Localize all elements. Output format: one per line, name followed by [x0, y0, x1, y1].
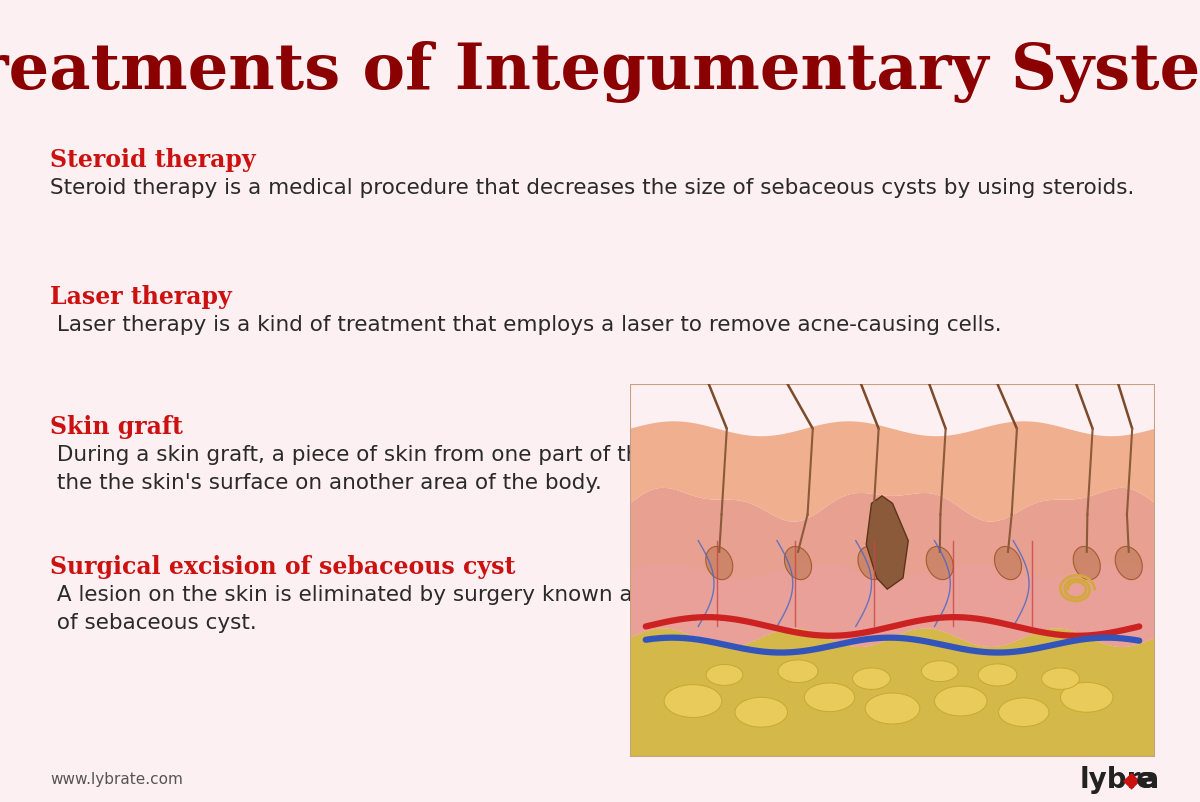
Text: Laser therapy is a kind of treatment that employs a laser to remove acne-causing: Laser therapy is a kind of treatment tha… — [50, 314, 1002, 334]
Ellipse shape — [734, 698, 787, 727]
Text: Laser therapy: Laser therapy — [50, 285, 232, 309]
Text: Steroid therapy is a medical procedure that decreases the size of sebaceous cyst: Steroid therapy is a medical procedure t… — [50, 178, 1134, 198]
Ellipse shape — [935, 687, 986, 716]
Ellipse shape — [664, 685, 722, 718]
Ellipse shape — [706, 665, 743, 686]
Ellipse shape — [865, 693, 919, 724]
Text: Surgical excision of sebaceous cyst: Surgical excision of sebaceous cyst — [50, 554, 515, 578]
Text: During a skin graft, a piece of skin from one part of the body is taken and put : During a skin graft, a piece of skin fro… — [50, 444, 928, 492]
Text: Treatments of Integumentary System: Treatments of Integumentary System — [0, 41, 1200, 103]
Ellipse shape — [998, 698, 1049, 727]
Text: e: e — [1136, 765, 1154, 793]
Polygon shape — [630, 422, 1154, 522]
Text: lybra: lybra — [1080, 765, 1160, 793]
Text: ◆: ◆ — [1123, 769, 1140, 789]
Text: Skin graft: Skin graft — [50, 415, 182, 439]
Polygon shape — [630, 563, 1154, 647]
Polygon shape — [630, 488, 1154, 647]
Ellipse shape — [804, 683, 854, 711]
Text: A lesion on the skin is eliminated by surgery known as surgical excision
 of seb: A lesion on the skin is eliminated by su… — [50, 585, 828, 632]
Text: Steroid therapy: Steroid therapy — [50, 148, 256, 172]
Ellipse shape — [706, 547, 733, 580]
Ellipse shape — [978, 664, 1016, 687]
Ellipse shape — [1061, 683, 1114, 712]
Polygon shape — [630, 629, 1154, 757]
Ellipse shape — [1042, 668, 1080, 690]
Ellipse shape — [1115, 547, 1142, 580]
Ellipse shape — [922, 661, 958, 682]
Ellipse shape — [858, 547, 886, 580]
Ellipse shape — [1073, 547, 1100, 580]
Ellipse shape — [995, 547, 1021, 580]
Ellipse shape — [852, 668, 890, 690]
Text: www.lybrate.com: www.lybrate.com — [50, 772, 182, 787]
Ellipse shape — [926, 547, 953, 580]
Ellipse shape — [778, 660, 818, 683]
Ellipse shape — [785, 547, 811, 580]
Polygon shape — [866, 496, 908, 589]
